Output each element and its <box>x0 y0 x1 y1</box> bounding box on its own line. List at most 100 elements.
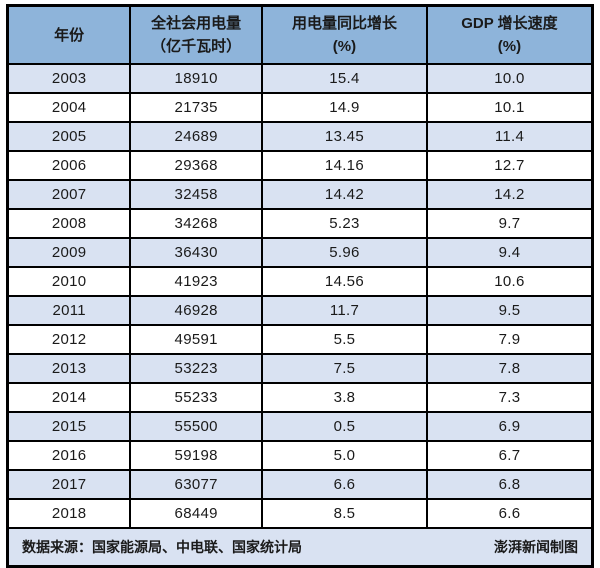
table-cell: 6.6 <box>260 469 428 500</box>
table-cell: 13.45 <box>260 121 428 152</box>
table-cell: 49591 <box>129 324 263 355</box>
table-cell: 34268 <box>129 208 263 239</box>
table-cell: 2015 <box>6 411 132 442</box>
table-cell: 5.96 <box>260 237 428 268</box>
table-cell: 14.2 <box>425 179 594 210</box>
table-cell: 9.4 <box>425 237 594 268</box>
table-row: 2008 34268 5.23 9.7 <box>6 208 594 239</box>
table-cell: 55233 <box>129 382 263 413</box>
table-row: 2006 29368 14.16 12.7 <box>6 150 594 181</box>
table-cell: 10.1 <box>425 92 594 123</box>
table-row: 2015 55500 0.5 6.9 <box>6 411 594 442</box>
table-row: 2018 68449 8.5 6.6 <box>6 498 594 529</box>
column-header-year-label: 年份 <box>54 26 85 44</box>
table-cell: 5.23 <box>260 208 428 239</box>
table-cell: 2009 <box>6 237 132 268</box>
table-cell: 10.0 <box>425 63 594 94</box>
table-cell: 2004 <box>6 92 132 123</box>
table-cell: 7.3 <box>425 382 594 413</box>
table-cell: 32458 <box>129 179 263 210</box>
table-cell: 2012 <box>6 324 132 355</box>
table-row: 2016 59198 5.0 6.7 <box>6 440 594 471</box>
credit-note: 澎湃新闻制图 <box>494 539 578 555</box>
table-cell: 14.16 <box>260 150 428 181</box>
table-cell: 2010 <box>6 266 132 297</box>
table-cell: 2006 <box>6 150 132 181</box>
column-header-consumption-line2: （亿千瓦时） <box>151 38 242 55</box>
table-cell: 6.6 <box>425 498 594 529</box>
table-cell: 24689 <box>129 121 263 152</box>
table-cell: 46928 <box>129 295 263 326</box>
footer-cell: 数据来源：国家能源局、中电联、国家统计局 澎湃新闻制图 <box>6 527 594 568</box>
table-cell: 55500 <box>129 411 263 442</box>
table-row: 2003 18910 15.4 10.0 <box>6 63 594 94</box>
table-cell: 14.9 <box>260 92 428 123</box>
table-cell: 18910 <box>129 63 263 94</box>
table-cell: 11.4 <box>425 121 594 152</box>
table-cell: 59198 <box>129 440 263 471</box>
table-cell: 63077 <box>129 469 263 500</box>
table-row: 2017 63077 6.6 6.8 <box>6 469 594 500</box>
table-cell: 2017 <box>6 469 132 500</box>
table-cell: 15.4 <box>260 63 428 94</box>
table-footer: 数据来源：国家能源局、中电联、国家统计局 澎湃新闻制图 <box>6 527 594 568</box>
table-row: 2013 53223 7.5 7.8 <box>6 353 594 384</box>
table-cell: 7.9 <box>425 324 594 355</box>
table-row: 2011 46928 11.7 9.5 <box>6 295 594 326</box>
table-cell: 2018 <box>6 498 132 529</box>
column-header-consumption: 全社会用电量 （亿千瓦时） <box>129 4 263 65</box>
footer-row: 数据来源：国家能源局、中电联、国家统计局 澎湃新闻制图 <box>6 527 594 568</box>
data-source-note: 数据来源：国家能源局、中电联、国家统计局 <box>22 539 302 555</box>
table-cell: 8.5 <box>260 498 428 529</box>
table-cell: 10.6 <box>425 266 594 297</box>
table-cell: 0.5 <box>260 411 428 442</box>
table-cell: 7.8 <box>425 353 594 384</box>
table-cell: 3.8 <box>260 382 428 413</box>
electricity-gdp-table: 年份 全社会用电量 （亿千瓦时） 用电量同比增长 (%) GDP 增长速度 (%… <box>6 4 594 568</box>
table-cell: 14.42 <box>260 179 428 210</box>
table-row: 2010 41923 14.56 10.6 <box>6 266 594 297</box>
table-cell: 14.56 <box>260 266 428 297</box>
table-cell: 21735 <box>129 92 263 123</box>
table-body: 2003 18910 15.4 10.0 2004 21735 14.9 10.1 2005 24… <box>6 63 594 529</box>
table-cell: 2005 <box>6 121 132 152</box>
table-row: 2005 24689 13.45 11.4 <box>6 121 594 152</box>
table-row: 2009 36430 5.96 9.4 <box>6 237 594 268</box>
table-row: 2004 21735 14.9 10.1 <box>6 92 594 123</box>
table-cell: 2014 <box>6 382 132 413</box>
table-cell: 29368 <box>129 150 263 181</box>
column-header-gdp-growth: GDP 增长速度 (%) <box>425 4 594 65</box>
table-cell: 2007 <box>6 179 132 210</box>
column-header-year: 年份 <box>6 4 132 65</box>
table-cell: 9.5 <box>425 295 594 326</box>
table-cell: 7.5 <box>260 353 428 384</box>
column-header-consumption-line1: 全社会用电量 <box>151 15 242 32</box>
table-header: 年份 全社会用电量 （亿千瓦时） 用电量同比增长 (%) GDP 增长速度 (%… <box>6 4 594 65</box>
table-cell: 5.0 <box>260 440 428 471</box>
table-cell: 53223 <box>129 353 263 384</box>
table-cell: 5.5 <box>260 324 428 355</box>
column-header-consumption-growth-line1: 用电量同比增长 <box>291 15 397 32</box>
table-cell: 2008 <box>6 208 132 239</box>
table-cell: 41923 <box>129 266 263 297</box>
column-header-consumption-growth-line2: (%) <box>332 38 357 55</box>
table-row: 2007 32458 14.42 14.2 <box>6 179 594 210</box>
column-header-gdp-growth-line1: GDP 增长速度 <box>461 15 558 32</box>
table-cell: 6.9 <box>425 411 594 442</box>
column-header-consumption-growth: 用电量同比增长 (%) <box>260 4 428 65</box>
table-cell: 2003 <box>6 63 132 94</box>
table-cell: 6.7 <box>425 440 594 471</box>
table-cell: 12.7 <box>425 150 594 181</box>
table-cell: 2013 <box>6 353 132 384</box>
table-cell: 6.8 <box>425 469 594 500</box>
table-cell: 2011 <box>6 295 132 326</box>
table-row: 2012 49591 5.5 7.9 <box>6 324 594 355</box>
column-header-gdp-growth-line2: (%) <box>497 38 522 55</box>
table-cell: 36430 <box>129 237 263 268</box>
header-row: 年份 全社会用电量 （亿千瓦时） 用电量同比增长 (%) GDP 增长速度 (%… <box>6 4 594 65</box>
table-cell: 2016 <box>6 440 132 471</box>
table-cell: 11.7 <box>260 295 428 326</box>
table-row: 2014 55233 3.8 7.3 <box>6 382 594 413</box>
table-cell: 68449 <box>129 498 263 529</box>
table-cell: 9.7 <box>425 208 594 239</box>
